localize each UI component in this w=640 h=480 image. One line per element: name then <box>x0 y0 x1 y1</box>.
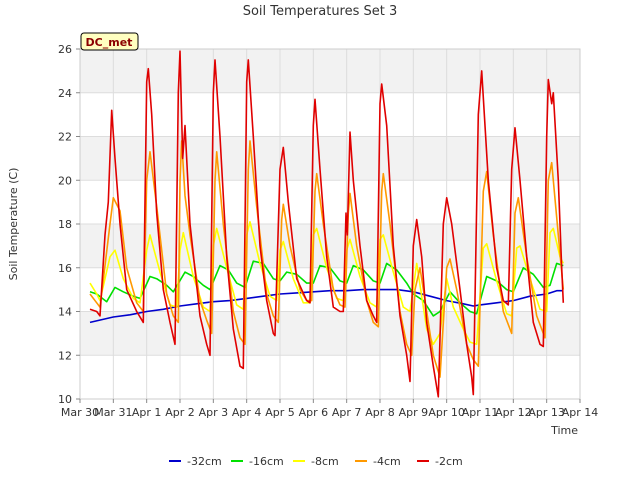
legend-label: -8cm <box>311 455 339 468</box>
plot-band <box>80 136 580 181</box>
series-lines <box>89 50 565 398</box>
y-tick-label: 26 <box>58 43 72 56</box>
y-axis-label: Soil Temperature (C) <box>7 168 20 281</box>
legend-label: -2cm <box>435 455 463 468</box>
x-tick-label: Apr 12 <box>495 406 532 419</box>
series-line-minus-32cm <box>89 288 564 324</box>
x-tick-label: Apr 8 <box>365 406 395 419</box>
x-tick-label: Apr 14 <box>562 406 599 419</box>
x-tick-label: Apr 5 <box>265 406 295 419</box>
y-tick-label: 22 <box>58 131 72 144</box>
x-tick-label: Apr 9 <box>399 406 429 419</box>
y-tick-label: 24 <box>58 87 72 100</box>
chart-title: Soil Temperatures Set 3 <box>243 4 398 19</box>
y-tick-label: 12 <box>58 349 72 362</box>
x-tick-label: Apr 7 <box>332 406 362 419</box>
x-tick-label: Mar 30 <box>61 406 99 419</box>
y-tick-label: 10 <box>58 393 72 406</box>
plot-band <box>80 49 580 93</box>
y-tick-label: 18 <box>58 218 72 231</box>
x-tick-label: Apr 11 <box>462 406 499 419</box>
x-tick-label: Apr 1 <box>132 406 162 419</box>
plot-band <box>80 224 580 268</box>
legend-label: -16cm <box>249 455 284 468</box>
x-tick-label: Apr 6 <box>299 406 329 419</box>
plot-bands <box>80 49 580 356</box>
y-tick-label: 16 <box>58 262 72 275</box>
x-tick-label: Apr 13 <box>528 406 565 419</box>
x-axis-label: Time <box>550 424 578 437</box>
legend: -32cm -16cm -8cm -4cm -2cm <box>169 455 463 468</box>
series-line-minus-16cm <box>89 260 564 317</box>
series-line-minus-8cm <box>89 221 565 346</box>
station-badge-text: DC_met <box>86 36 133 49</box>
series-line-minus-2cm <box>89 50 565 398</box>
station-badge-box <box>80 32 139 51</box>
y-tick-label: 20 <box>58 174 72 187</box>
x-tick-label: Apr 3 <box>199 406 229 419</box>
x-tick-label: Apr 2 <box>165 406 195 419</box>
x-tick-label: Apr 10 <box>428 406 465 419</box>
station-badge: DC_met <box>80 32 139 51</box>
legend-label: -32cm <box>187 455 222 468</box>
plot-band <box>80 311 580 356</box>
y-tick-label: 14 <box>58 306 72 319</box>
y-axis-ticks: 10 12 14 16 18 20 22 24 26 <box>58 43 80 406</box>
x-tick-label: Mar 31 <box>94 406 132 419</box>
x-tick-label: Apr 4 <box>232 406 262 419</box>
series-line-minus-4cm <box>89 140 565 378</box>
legend-label: -4cm <box>373 455 401 468</box>
